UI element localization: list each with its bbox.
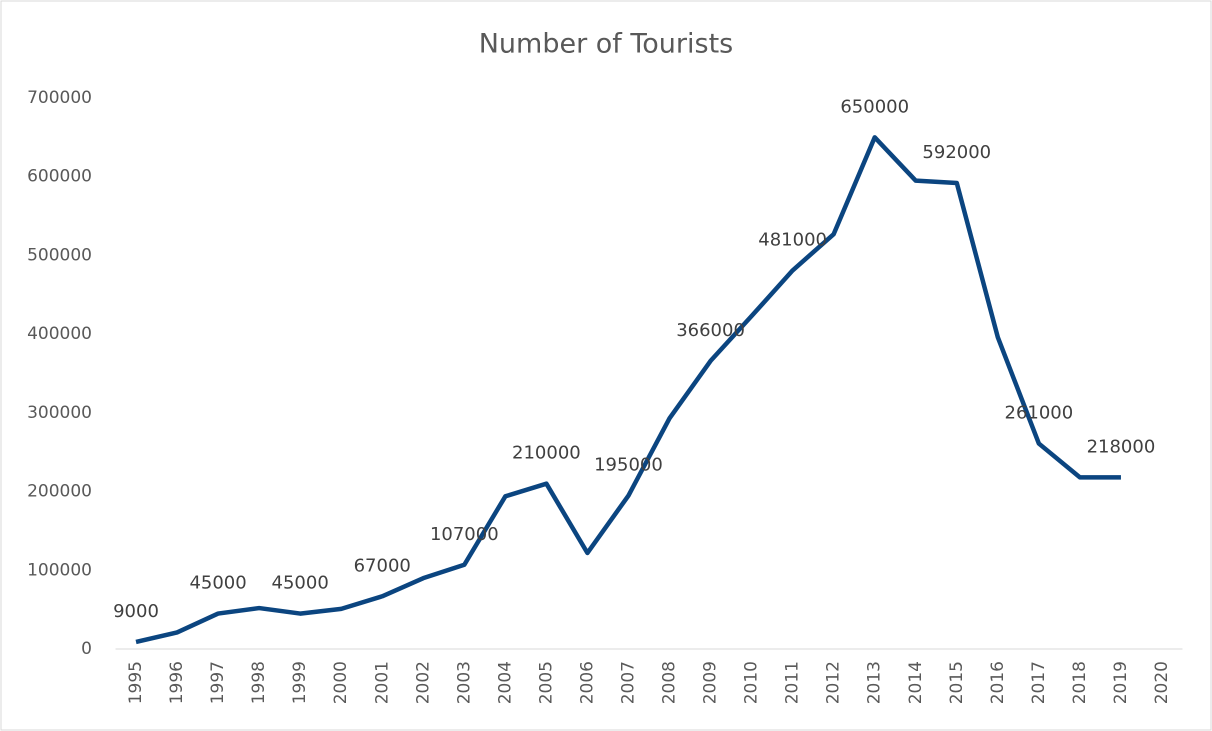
data-label: 366000 (676, 320, 745, 341)
x-tick-label: 2020 (1152, 661, 1172, 704)
data-label: 218000 (1087, 436, 1156, 457)
x-tick-label: 2002 (413, 661, 433, 704)
data-label: 67000 (354, 555, 411, 576)
y-tick-label: 0 (81, 639, 92, 659)
data-label: 481000 (758, 229, 827, 250)
x-tick-label: 2012 (824, 661, 844, 704)
line-series (135, 135, 1121, 645)
x-tick-label: 2014 (906, 661, 926, 704)
data-label: 107000 (430, 524, 499, 545)
data-label: 45000 (272, 573, 329, 594)
data-label: 650000 (840, 96, 909, 117)
x-tick-label: 2006 (577, 661, 597, 704)
y-tick-label: 200000 (27, 482, 92, 502)
x-tick-label: 2013 (865, 661, 885, 704)
y-tick-label: 300000 (27, 403, 92, 423)
x-tick-label: 1996 (167, 661, 187, 704)
x-tick-label: 2016 (988, 661, 1008, 704)
data-label: 45000 (189, 573, 246, 594)
x-tick-label: 1999 (290, 661, 310, 704)
x-tick-label: 2018 (1070, 661, 1090, 704)
data-label: 9000 (113, 601, 159, 622)
data-label: 592000 (922, 142, 991, 163)
data-label: 261000 (1005, 403, 1074, 424)
chart-title: Number of Tourists (479, 29, 734, 60)
y-tick-label: 400000 (27, 324, 92, 344)
x-tick-label: 2019 (1111, 661, 1131, 704)
x-tick-label: 1995 (126, 661, 146, 704)
x-tick-label: 2009 (701, 661, 721, 704)
x-tick-label: 2005 (536, 661, 556, 704)
y-tick-label: 600000 (27, 167, 92, 187)
x-tick-label: 2004 (495, 661, 515, 704)
x-tick-label: 2017 (1029, 661, 1049, 704)
x-tick-label: 2007 (618, 661, 638, 704)
data-label: 195000 (594, 455, 663, 476)
y-tick-label: 500000 (27, 245, 92, 265)
x-tick-label: 1997 (208, 661, 228, 704)
x-tick-label: 2008 (660, 661, 680, 704)
x-tick-label: 2011 (783, 661, 803, 704)
x-tick-label: 2003 (454, 661, 474, 704)
x-tick-label: 1998 (249, 661, 269, 704)
x-tick-label: 2010 (742, 661, 762, 704)
x-tick-label: 2015 (947, 661, 967, 704)
x-tick-label: 2000 (331, 661, 351, 704)
y-tick-label: 700000 (27, 88, 92, 108)
x-tick-label: 2001 (372, 661, 392, 704)
y-tick-label: 100000 (27, 560, 92, 580)
data-label: 210000 (512, 443, 581, 464)
